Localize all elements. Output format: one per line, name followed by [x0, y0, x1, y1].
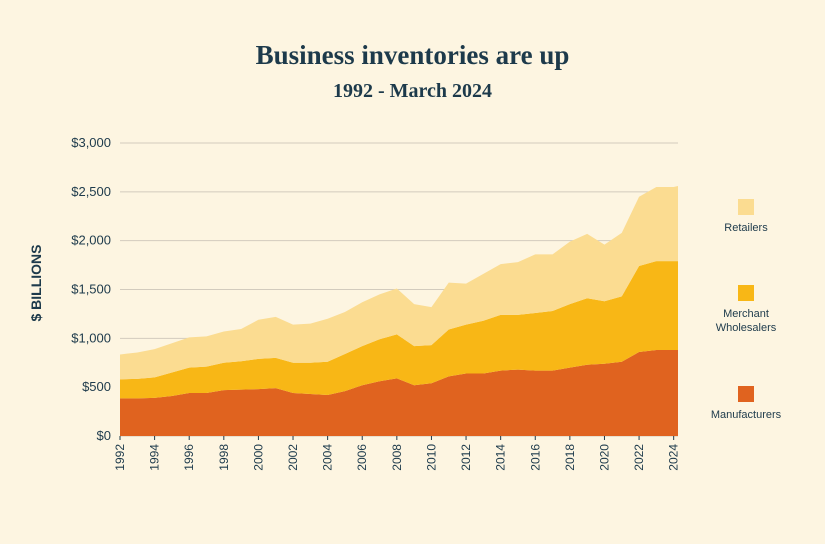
y-axis-label: $ BILLIONS: [28, 244, 44, 321]
y-tick-label: $1,500: [71, 282, 111, 297]
legend-item: Retailers: [691, 199, 801, 235]
x-tick-label: 2016: [528, 444, 542, 471]
y-tick-label: $3,000: [71, 135, 111, 150]
x-tick-label: 1998: [217, 444, 231, 471]
series-area-retailers: [120, 185, 678, 380]
x-tick-label: 2008: [390, 444, 404, 471]
x-tick-label: 2014: [494, 444, 508, 471]
x-tick-label: 2006: [355, 444, 369, 471]
chart-title: Business inventories are up: [255, 40, 570, 70]
legend-label: Retailers: [724, 222, 768, 234]
legend-item: Merchant Wholesalers: [691, 285, 801, 335]
x-tick-label: 1994: [148, 444, 162, 471]
x-tick-label: 2010: [424, 444, 438, 471]
legend-swatch: [738, 386, 754, 402]
y-tick-label: $1,000: [71, 330, 111, 345]
x-tick-label: 1992: [113, 444, 127, 471]
x-tick-label: 2020: [597, 444, 611, 471]
chart-subtitle: 1992 - March 2024: [332, 80, 493, 102]
legend-label: Merchant: [723, 308, 769, 320]
y-tick-label: $2,500: [71, 184, 111, 199]
series-area-manufacturers: [120, 350, 678, 436]
x-tick-label: 2024: [667, 444, 681, 471]
series-area-merchant-wholesalers: [120, 261, 678, 399]
legend-swatch: [738, 199, 754, 215]
x-tick-label: 2004: [321, 444, 335, 471]
legend-label: Wholesalers: [715, 322, 777, 334]
legend-swatch: [738, 285, 754, 301]
x-tick-label: 1996: [182, 444, 196, 471]
x-tick-label: 2012: [459, 444, 473, 471]
legend-label: Manufacturers: [710, 409, 782, 421]
x-tick-label: 2022: [632, 444, 646, 471]
x-tick-label: 2018: [563, 444, 577, 471]
x-tick-label: 2000: [251, 444, 265, 471]
x-tick-label: 2002: [286, 444, 300, 471]
y-tick-label: $0: [97, 428, 111, 443]
y-tick-label: $500: [82, 379, 111, 394]
y-tick-label: $2,000: [71, 233, 111, 248]
legend-item: Manufacturers: [691, 386, 801, 422]
